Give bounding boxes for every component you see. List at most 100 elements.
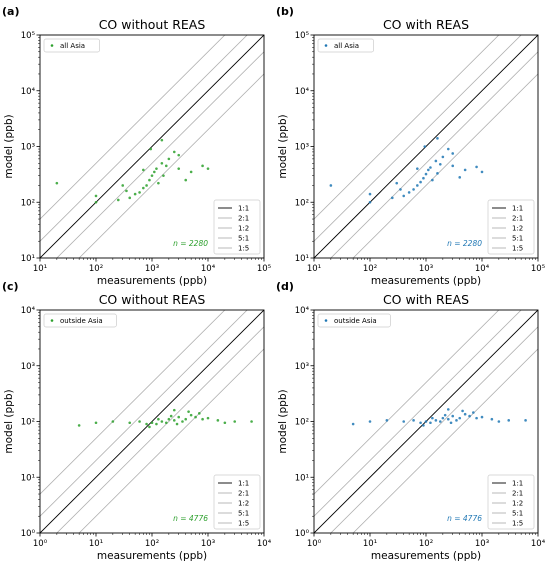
data-point: [189, 170, 193, 174]
ratio-line-5-1: [314, 310, 500, 495]
ratio-line-2-1: [40, 35, 248, 242]
data-point: [422, 424, 425, 427]
series-legend-label: all Asia: [60, 42, 85, 50]
ratio-legend-label: 1:1: [512, 480, 523, 488]
y-tick-label: 10¹: [21, 473, 35, 483]
data-point: [148, 178, 151, 182]
panel-title: CO without REAS: [99, 292, 206, 307]
x-tick-label: 10¹: [89, 539, 103, 549]
data-point: [157, 181, 160, 185]
x-tick-label: 10⁴: [475, 264, 490, 274]
y-tick-label: 10⁴: [295, 306, 310, 316]
y-tick-label: 10⁰: [21, 529, 36, 539]
series-legend-label: outside Asia: [334, 317, 377, 325]
data-point: [164, 164, 168, 168]
x-tick-label: 10¹: [363, 539, 377, 549]
data-point: [94, 194, 98, 198]
data-point: [148, 425, 151, 429]
data-point: [480, 415, 484, 419]
data-point: [233, 420, 237, 423]
data-point: [399, 188, 402, 191]
data-point: [138, 420, 141, 423]
x-tick-label: 10⁴: [257, 539, 272, 549]
data-point: [468, 414, 471, 418]
data-point: [419, 421, 422, 425]
y-tick-label: 10²: [21, 198, 35, 208]
data-point: [142, 186, 145, 190]
data-point: [438, 420, 442, 423]
data-point: [458, 416, 462, 420]
data-point: [189, 413, 193, 417]
data-point: [436, 172, 439, 175]
data-point: [201, 164, 204, 168]
x-axis-label: measurements (ppb): [371, 275, 481, 287]
series-legend-marker: [324, 44, 328, 47]
data-point: [175, 422, 179, 426]
x-tick-label: 10⁴: [201, 264, 216, 274]
data-point: [407, 191, 411, 194]
plot-area: [314, 35, 538, 258]
data-point: [94, 421, 98, 425]
data-point: [441, 155, 445, 159]
data-point: [177, 153, 181, 157]
data-point: [216, 419, 220, 422]
data-point: [162, 174, 165, 177]
x-tick-label: 10⁵: [257, 264, 271, 274]
data-point: [142, 168, 145, 172]
data-point: [446, 408, 450, 411]
x-tick-label: 10⁰: [307, 539, 322, 549]
data-point: [424, 172, 428, 176]
ratio-legend-label: 1:5: [238, 520, 249, 528]
x-tick-label: 10⁰: [33, 539, 48, 549]
data-point: [416, 167, 419, 170]
y-tick-label: 10³: [295, 362, 309, 372]
data-point: [431, 416, 434, 420]
data-point: [524, 419, 527, 422]
panel-tag: (b): [276, 5, 294, 18]
data-point: [472, 411, 475, 414]
y-tick-label: 10⁴: [21, 306, 36, 316]
ratio-legend-box: [487, 199, 535, 255]
n-count-label: n = 4776: [447, 514, 482, 523]
y-tick-label: 10¹: [295, 473, 309, 483]
data-point: [475, 165, 478, 169]
y-axis-label: model (ppb): [277, 389, 289, 453]
data-point: [368, 420, 372, 423]
data-point: [351, 422, 355, 426]
x-tick-label: 10²: [363, 264, 377, 274]
ratio-legend-label: 1:1: [238, 480, 249, 488]
data-point: [145, 184, 148, 187]
x-axis-label: measurements (ppb): [371, 550, 481, 562]
data-point: [153, 170, 156, 174]
series-legend-box: [317, 38, 374, 53]
series-legend-box: [43, 38, 100, 53]
data-point: [455, 419, 458, 422]
data-point: [424, 420, 428, 423]
ratio-legend-label: 1:5: [512, 245, 523, 253]
n-count-label: n = 2280: [447, 239, 482, 248]
data-point: [223, 421, 227, 425]
ratio-line-5-1: [40, 310, 226, 495]
ratio-legend-label: 1:2: [512, 225, 523, 233]
data-point: [160, 420, 164, 423]
data-point: [138, 191, 141, 194]
x-tick-label: 10³: [475, 539, 489, 549]
series-legend-marker: [50, 319, 54, 322]
y-tick-label: 10⁵: [21, 31, 35, 41]
data-point: [157, 417, 160, 421]
ratio-legend-box: [487, 474, 535, 530]
data-point: [194, 415, 197, 419]
ratio-legend-label: 5:1: [512, 235, 523, 243]
data-point: [150, 421, 154, 425]
y-axis-label: model (ppb): [3, 114, 15, 178]
data-point: [145, 422, 148, 426]
ratio-legend-label: 5:1: [238, 235, 249, 243]
x-axis-label: measurements (ppb): [97, 550, 207, 562]
data-point: [436, 137, 439, 140]
x-tick-label: 10²: [89, 264, 103, 274]
data-point: [451, 152, 455, 155]
data-point: [429, 166, 432, 169]
ratio-legend-label: 1:5: [512, 520, 523, 528]
data-point: [434, 159, 438, 163]
